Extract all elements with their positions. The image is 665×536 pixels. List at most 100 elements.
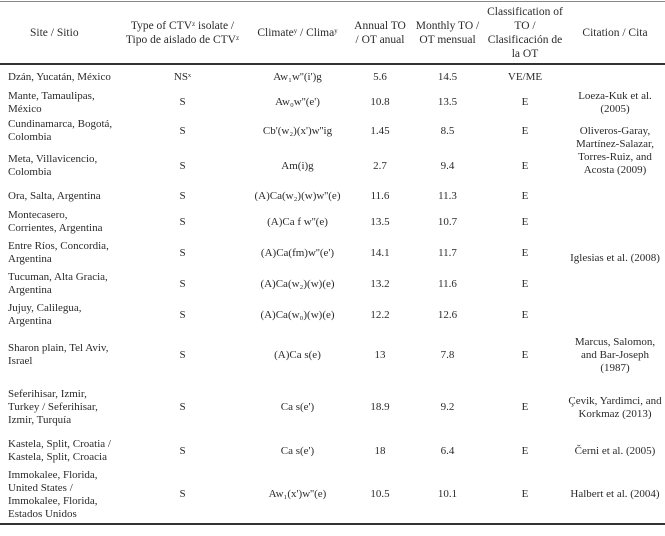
cell-monthly: 13.5 [437, 96, 458, 108]
header-citation: Citation / Cita [565, 3, 665, 65]
cell-climate: Ca s(e') [280, 401, 315, 413]
header-row: Site / Sitio Type of CTVᶻ isolate / Tipo… [0, 3, 665, 65]
cell-citation: Iglesias et al. (2008) [570, 252, 660, 264]
cell-site: Cundinamarca, Bogotá, Colombia [8, 118, 113, 143]
cell-annual: 18 [374, 444, 386, 457]
cell-site: Seferihisar, Izmir, Turkey / Seferihisar… [8, 388, 98, 426]
cell-annual: 13.2 [370, 277, 390, 290]
cell-climate: Aw₀w''(e') [275, 96, 320, 108]
cell-classification: E [485, 466, 565, 525]
cell-type: S [179, 308, 186, 321]
header-classification: Classification of TO / Clasificación de … [485, 3, 565, 65]
cell-climate: (A)Ca(w₀)(w)(e) [260, 308, 335, 321]
header-annual: Annual TO / OT anual [350, 3, 410, 65]
cell-climate: (A)Ca(w₂)(w)w''(e) [254, 190, 341, 202]
cell-site: Immokalee, Florida, United States / Immo… [0, 466, 120, 525]
table-row: Cundinamarca, Bogotá, Colombia S Cb'(w₂)(x… [0, 116, 665, 176]
cell-type: S [179, 277, 186, 290]
cell-type: S [179, 401, 186, 413]
cell-type: S [179, 190, 186, 202]
cell-monthly: 11.6 [438, 277, 457, 290]
cell-site: Ora, Salta, Argentina [8, 190, 101, 202]
cell-classification: E [521, 190, 529, 202]
header-type: Type of CTVᶻ isolate / Tipo de aislado d… [120, 3, 245, 65]
cell-classification: E [521, 348, 529, 361]
table-row: Dzán, Yucatán, México NSˣ Aw₁w''(i')g 5.6 14… [0, 64, 665, 89]
cell-citation: Loeza-Kuk et al. (2005) [578, 89, 652, 115]
cell-site: Tucuman, Alta Gracia, Argentina [8, 271, 108, 296]
cell-monthly: 8.5 [440, 124, 455, 137]
cell-citation: Marcus, Salomon, and Bar-Joseph (1987) [574, 335, 656, 374]
table-row: Tucuman, Alta Gracia, Argentina S (A)Ca(w₂… [0, 269, 665, 299]
cell-type: S [179, 124, 186, 137]
cell-type: S [179, 246, 186, 259]
cell-annual: 14.1 [370, 246, 390, 259]
cell-monthly: 9.4 [440, 159, 455, 172]
cell-monthly: 11.3 [438, 190, 457, 202]
cell-climate: (A)Ca f w''(e) [267, 215, 328, 228]
cell-classification: E [521, 308, 529, 321]
table-row: Ora, Salta, Argentina S (A)Ca(w₂)(w)w''(e)… [0, 186, 665, 264]
cell-classification: E [521, 401, 529, 413]
cell-climate: Aw₁w''(i')g [273, 70, 322, 83]
cell-annual: 12.2 [370, 308, 390, 321]
cell-annual: 5.6 [373, 70, 387, 83]
cell-classification: E [521, 124, 529, 137]
cell-site: Dzán, Yucatán, México [8, 70, 111, 83]
cell-citation: Oliveros-Garay, Martínez-Salazar, Torres… [575, 125, 655, 176]
cell-citation [565, 64, 665, 89]
top-rule [0, 1, 665, 2]
cell-type: S [179, 96, 186, 108]
header-climate: Climateʸ / Climaʸ [245, 3, 350, 65]
cell-type: S [120, 466, 245, 525]
cell-type: S [179, 215, 186, 228]
cell-site: Jujuy, Calilegua, Argentina [8, 302, 82, 327]
cell-monthly: 9.2 [440, 401, 455, 413]
cell-monthly: 12.6 [437, 308, 458, 321]
cell-classification: E [521, 277, 529, 290]
cell-classification: E [521, 215, 529, 228]
cell-annual: 10.8 [370, 96, 390, 108]
cell-climate: Ca s(e') [280, 444, 315, 457]
cell-classification: E [521, 96, 529, 108]
table-row: Mante, Tamaulipas, México S Aw₀w''(e') 10.8… [0, 89, 665, 116]
cell-climate: (A)Ca s(e) [274, 348, 321, 361]
cell-annual: 13 [374, 348, 386, 361]
header-monthly: Monthly TO / OT mensual [410, 3, 485, 65]
cell-climate: Cb'(w₂)(x')w''ig [262, 124, 333, 137]
cell-type: S [179, 444, 186, 457]
cell-classification: VE/ME [507, 70, 543, 83]
data-table: Site / Sitio Type of CTVᶻ isolate / Tipo… [0, 3, 665, 525]
cell-annual: 1.45 [370, 124, 390, 137]
cell-monthly: 14.5 [437, 70, 458, 83]
cell-type: NSˣ [173, 70, 192, 83]
cell-site: Kastela, Split, Croatia / Kastela, Split… [8, 438, 111, 463]
cell-annual: 10.5 [350, 466, 410, 525]
table-row: Entre Ríos, Concordia, Argentina S (A)Ca(f… [0, 237, 665, 269]
cell-site: Montecasero, Corrientes, Argentina [8, 209, 103, 234]
cell-monthly: 10.1 [410, 466, 485, 525]
table-row: Seferihisar, Izmir, Turkey / Seferihisar… [0, 379, 665, 436]
cell-annual: 13.5 [370, 215, 390, 228]
cell-annual: 2.7 [373, 159, 387, 172]
cell-monthly: 10.7 [437, 215, 458, 228]
cell-climate: Aw₁(x')w''(e) [245, 466, 350, 525]
cell-site: Meta, Villavicencio, Colombia [8, 153, 98, 178]
table-row: Sharon plain, Tel Aviv, Israel S (A)Ca s(e… [0, 331, 665, 379]
table-row: Immokalee, Florida, United States / Immo… [0, 466, 665, 525]
cell-monthly: 6.4 [440, 444, 455, 457]
cell-climate: (A)Ca(fm)w''(e') [260, 246, 335, 259]
table-row: Montecasero, Corrientes, Argentina S (A)Ca… [0, 207, 665, 237]
cell-citation: Černi et al. (2005) [574, 444, 656, 457]
cell-classification: E [521, 246, 529, 259]
cell-type: S [179, 348, 186, 361]
table-row: Meta, Villavicencio, Colombia S Am(i)g 2.7 9… [0, 146, 665, 186]
table-row: Kastela, Split, Croatia / Kastela, Split… [0, 436, 665, 466]
cell-monthly: 7.8 [440, 348, 455, 361]
cell-citation: Çevik, Yardimci, and Korkmaz (2013) [568, 394, 662, 420]
cell-site: Entre Ríos, Concordia, Argentina [8, 240, 109, 265]
cell-monthly: 11.7 [438, 246, 457, 259]
cell-site: Mante, Tamaulipas, México [8, 89, 95, 115]
cell-classification: E [521, 444, 529, 457]
cell-type: S [179, 159, 186, 172]
